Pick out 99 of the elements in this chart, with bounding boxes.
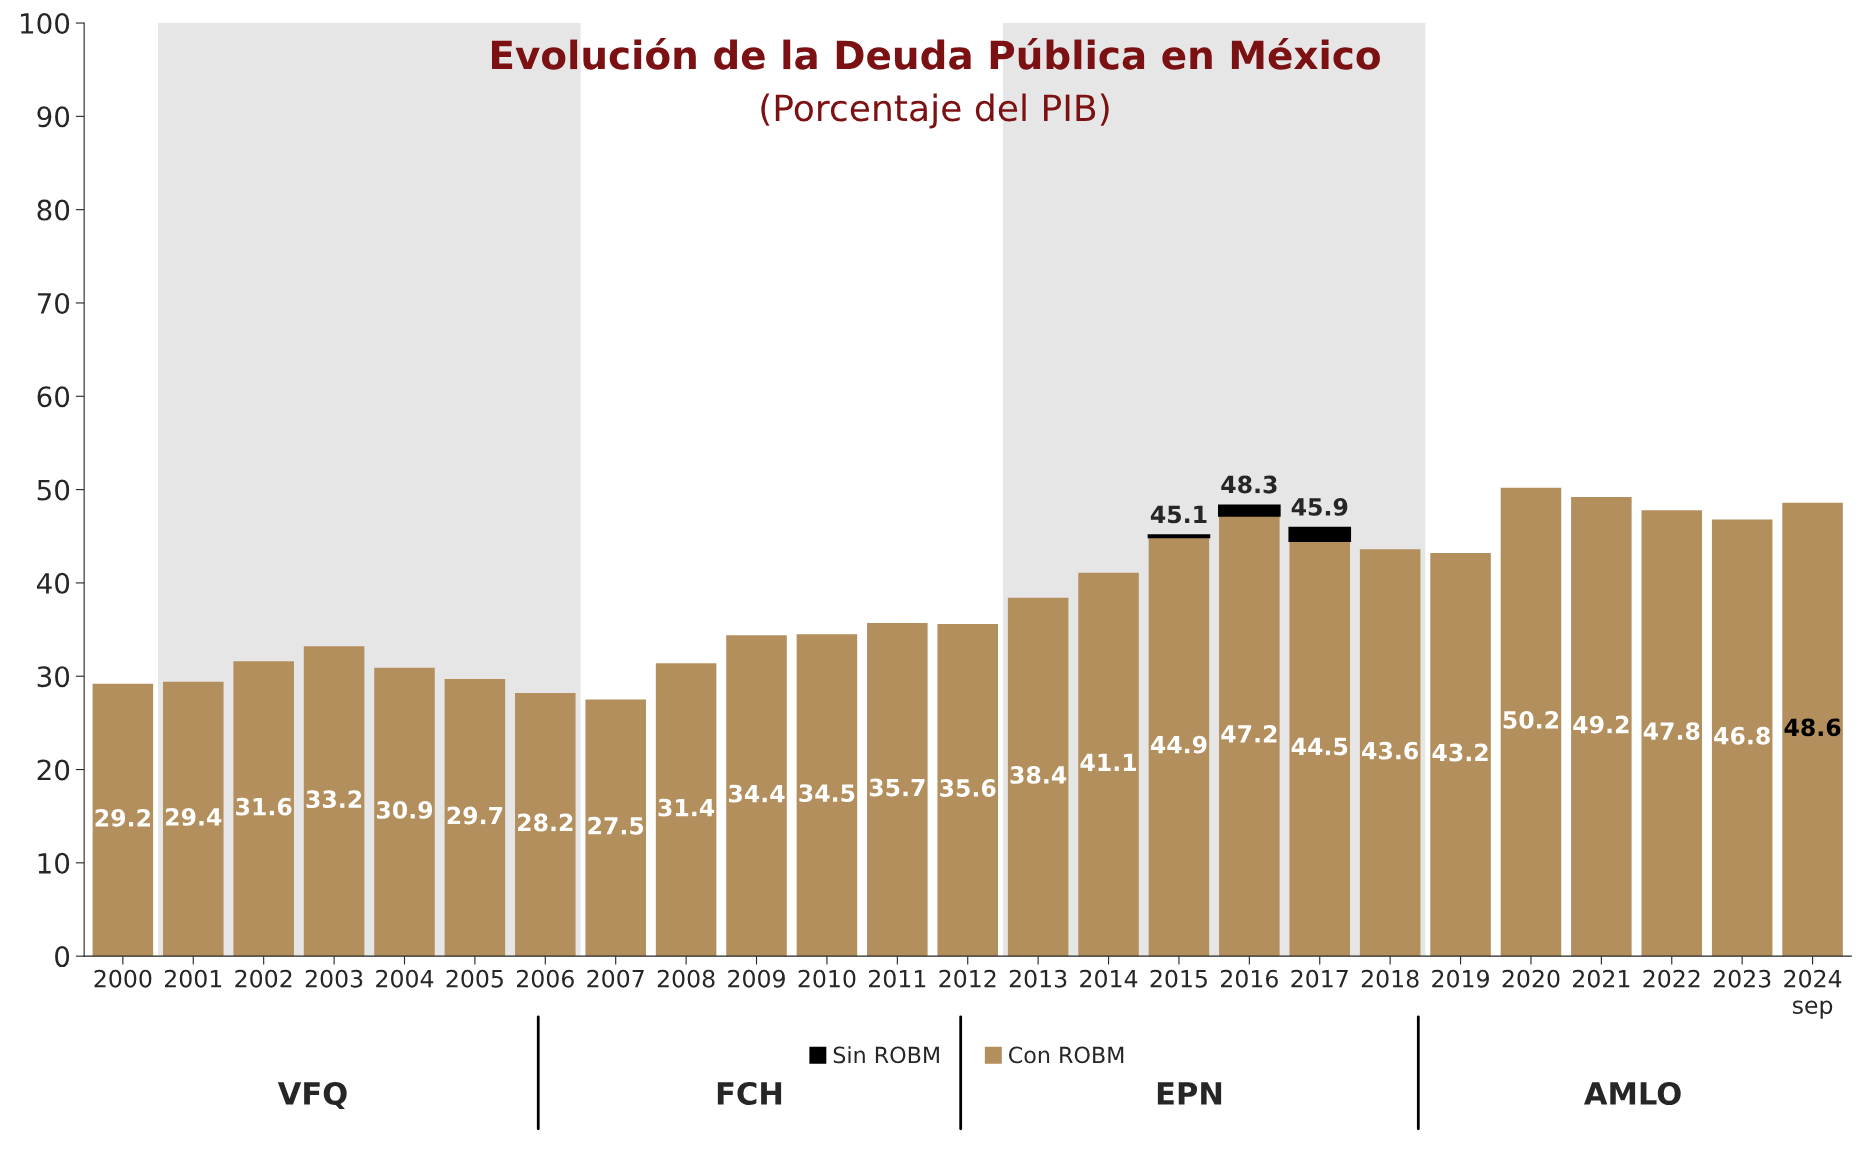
data-label: 34.5 [799, 784, 855, 803]
data-label: 43.6 [1362, 741, 1419, 760]
x-tick-label: 2010 [798, 969, 856, 988]
x-tick-label: 2009 [728, 969, 785, 988]
bar [233, 661, 294, 957]
bar [374, 667, 435, 957]
data-label: 44.5 [1291, 737, 1348, 756]
data-label: 31.6 [236, 797, 292, 816]
x-tick-label: 2004 [376, 969, 434, 988]
data-label: 47.8 [1643, 722, 1700, 740]
text: (Porcentaje del PIB) [761, 93, 1109, 129]
bar [1359, 549, 1421, 957]
data-label: 29.4 [166, 807, 222, 826]
y-tick-label: 10 [38, 852, 70, 874]
data-label: 44.9 [1150, 735, 1207, 754]
legend-label: Con ROBM [1009, 1046, 1124, 1064]
data-label: 29.7 [447, 806, 503, 825]
x-tick-label: 2020 [1502, 969, 1560, 988]
bar [937, 623, 998, 957]
x-tick-label: 2024 sep [1784, 969, 1842, 1019]
bar [163, 681, 224, 957]
x-tick-label: 2003 [305, 969, 363, 988]
y-tick-label: 60 [37, 386, 70, 408]
x-tick-label: 2001 [164, 969, 222, 988]
data-label: 31.4 [658, 798, 715, 817]
y-tick-label: 50 [37, 479, 70, 501]
data-label: 50.2 [1503, 710, 1559, 729]
bar [1148, 537, 1210, 957]
bar [1078, 572, 1139, 957]
y-tick-label: 80 [37, 199, 70, 221]
y-tick-label: 0 [55, 946, 70, 968]
x-tick-label: 2023 [1713, 969, 1771, 988]
bar [1007, 597, 1069, 957]
total-label: 45.1 [1150, 505, 1207, 524]
bar [655, 663, 717, 957]
x-tick-label: 2012 [939, 969, 996, 988]
text: EPN [1157, 1082, 1222, 1105]
x-tick-label: 2016 [1221, 969, 1278, 988]
y-tick-label: 70 [37, 292, 70, 314]
y-tick-label: 20 [37, 759, 70, 781]
data-label: 35.6 [940, 779, 996, 797]
bar [726, 635, 787, 957]
bar [92, 683, 154, 957]
bar [1711, 519, 1773, 957]
text: VFQ [277, 1081, 347, 1110]
data-label: 34.4 [728, 784, 785, 803]
bar [1641, 510, 1703, 957]
data-label: 30.9 [376, 800, 433, 819]
bar [796, 634, 858, 957]
data-label: 27.5 [588, 816, 644, 835]
bar [1430, 553, 1491, 957]
x-tick-label: 2006 [516, 969, 574, 988]
x-tick-label: 2018 [1361, 969, 1419, 988]
legend-label: Sin ROBM [833, 1046, 939, 1064]
text: FCH [717, 1081, 782, 1105]
text: AMLO [1584, 1081, 1681, 1105]
x-tick-label: 2015 [1150, 969, 1207, 988]
bar [1500, 487, 1562, 957]
data-label: 41.1 [1080, 753, 1137, 771]
y-tick-label: 40 [36, 572, 70, 594]
data-label: 49.2 [1573, 715, 1629, 734]
bar [585, 699, 646, 957]
y-tick-label: 90 [37, 106, 70, 128]
bar [1289, 540, 1351, 957]
x-tick-label: 2022 [1643, 969, 1700, 988]
y-tick-label: 100 [20, 12, 70, 34]
x-tick-label: 2000 [94, 969, 152, 988]
data-label: 28.2 [518, 813, 573, 832]
data-label: 29.2 [95, 808, 150, 827]
data-label: 33.2 [306, 790, 362, 809]
x-tick-label: 2011 [869, 969, 926, 988]
total-label: 48.3 [1221, 475, 1277, 494]
x-tick-label: 2021 [1573, 969, 1630, 988]
bar [1782, 502, 1843, 957]
data-label: 47.2 [1221, 724, 1277, 743]
x-tick-label: 2007 [587, 969, 644, 988]
bar [515, 693, 576, 957]
bar [1288, 526, 1352, 542]
x-tick-label: 2013 [1009, 969, 1067, 988]
bar [1571, 497, 1632, 957]
data-label: 48.6 [1784, 718, 1841, 737]
x-tick-label: 2008 [657, 969, 715, 988]
x-tick-label: 2017 [1291, 969, 1348, 988]
data-label: 46.8 [1714, 726, 1770, 745]
y-tick-label: 30 [37, 666, 70, 688]
bar [444, 679, 506, 957]
data-label: 43.2 [1432, 743, 1488, 762]
bar [303, 646, 365, 957]
x-tick-label: 2019 [1432, 969, 1489, 988]
chart-title: Evolución de la Deuda Pública en México [491, 38, 1380, 70]
data-label: 35.7 [869, 778, 925, 797]
x-tick-label: 2014 [1080, 969, 1138, 988]
x-tick-label: 2002 [235, 969, 292, 988]
bar [1219, 515, 1280, 957]
x-tick-label: 2005 [446, 969, 503, 988]
data-label: 38.4 [1010, 765, 1067, 784]
total-label: 45.9 [1291, 497, 1348, 516]
bar [1218, 504, 1281, 517]
bar [867, 623, 928, 957]
